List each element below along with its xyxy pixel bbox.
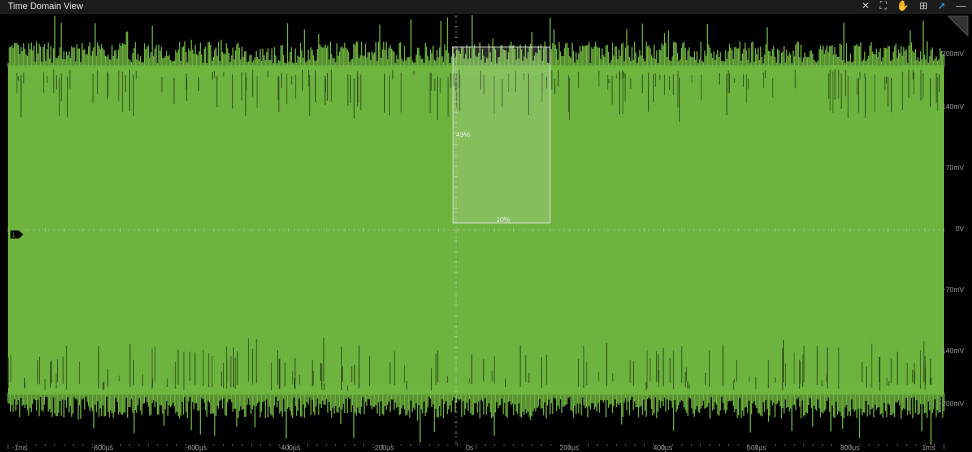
- x-tick-label: -400µs: [278, 445, 301, 452]
- select-pointer-icon[interactable]: ➚: [937, 1, 946, 12]
- channel-marker-label: 1: [12, 233, 16, 239]
- waveform-dropouts: [7, 69, 940, 391]
- x-tick-label: 400µs: [653, 445, 673, 452]
- y-tick-label: 200mV: [941, 51, 964, 59]
- title-bar: Time Domain View ✕ ⛶ ✋ ⊞ ➚ —: [0, 0, 972, 15]
- x-tick-label: 0s: [466, 445, 474, 452]
- window-title: Time Domain View: [8, 1, 84, 11]
- waveform-top-spikes: [7, 15, 945, 68]
- x-tick-label: -600µs: [185, 445, 207, 452]
- hand-pan-icon[interactable]: ✋: [896, 1, 910, 12]
- crosshair-icon[interactable]: ✕: [861, 1, 870, 12]
- waveform-bottom-spikes: [7, 392, 945, 445]
- x-tick-label: -200µs: [372, 445, 394, 452]
- selection-height-label: 49%: [456, 132, 471, 139]
- y-tick-label: -200mV: [939, 400, 964, 408]
- waveform-canvas[interactable]: [0, 14, 972, 452]
- time-domain-plot[interactable]: 1 49% 10% 200mV 140mV 70mV 0V -70mV -140mV -20…: [0, 14, 972, 452]
- toolbar: ✕ ⛶ ✋ ⊞ ➚ —: [861, 0, 966, 14]
- y-tick-label: 0V: [955, 226, 964, 233]
- y-tick-label: 140mV: [941, 103, 964, 111]
- x-tick-label: -1ms: [12, 445, 28, 452]
- y-tick-label: -140mV: [939, 348, 964, 356]
- minimize-icon[interactable]: —: [956, 1, 966, 12]
- selection-width-label: 10%: [496, 217, 511, 224]
- corner-handle-icon: [947, 15, 969, 37]
- fit-screen-icon[interactable]: ⛶: [879, 1, 887, 12]
- x-tick-label: 800µs: [840, 445, 860, 452]
- channel-marker[interactable]: 1: [9, 229, 25, 240]
- x-tick-label: 1ms: [922, 445, 936, 452]
- y-tick-label: 70mV: [945, 164, 964, 172]
- y-tick-label: -70mV: [943, 287, 964, 295]
- zoom-box-icon[interactable]: ⊞: [919, 1, 928, 12]
- x-tick-label: -800µs: [91, 445, 114, 452]
- x-tick-label: 600µs: [746, 445, 767, 452]
- x-tick-label: 200µs: [559, 445, 579, 452]
- selection-box: [452, 46, 551, 224]
